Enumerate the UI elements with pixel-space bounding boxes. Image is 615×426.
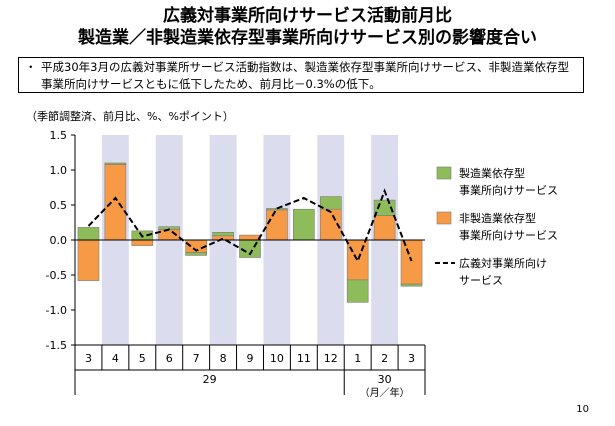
bar-non-manufacturing [104,164,127,241]
bar-non-manufacturing [373,215,396,241]
x-tick-label: 4 [112,352,119,365]
y-tick-label: 0.5 [50,199,68,212]
bar-manufacturing [400,283,423,287]
legend-label: 事業所向けサービス [459,228,558,242]
x-tick-label: 6 [166,352,173,365]
note-text: 平成30年3月の広義対事業所サービス活動指数は、製造業依存型事業所向けサービス、… [41,60,569,91]
y-tick-label: 1.5 [50,129,68,142]
x-tick-label: 11 [297,352,311,365]
x-tick-label: 9 [247,352,254,365]
legend-label: 広義対事業所向け [459,256,547,270]
y-tick-label: 1.0 [50,164,68,177]
summary-note-box: ・ 平成30年3月の広義対事業所サービス活動指数は、製造業依存型事業所向けサービ… [18,57,584,93]
bar-manufacturing [319,196,342,210]
bar-manufacturing [77,227,100,241]
x-tick-label: 7 [193,352,200,365]
bar-manufacturing [185,252,207,256]
legend-label: 非製造業依存型 [459,211,536,225]
bar-manufacturing [212,232,234,237]
x-tick-label: 8 [220,352,227,365]
x-unit-label: （月／年） [360,386,410,399]
bar-non-manufacturing [266,209,288,241]
bar-non-manufacturing [346,239,369,281]
x-tick-label: 1 [354,352,361,365]
legend-label: 事業所向けサービス [459,183,558,197]
unit-label: （季節調整済、前月比、%、%ポイント） [26,110,234,123]
bar-non-manufacturing [77,239,100,281]
chart-title-line1: 広義対事業所向けサービス活動前月比 [163,6,452,26]
legend-swatch-manufacturing [436,166,452,180]
bar-manufacturing [104,162,127,165]
bar-manufacturing [266,208,288,211]
year-label: 29 [203,373,217,386]
x-tick-label: 5 [139,352,146,365]
y-tick-label: 0.0 [50,234,68,247]
x-tick-label: 12 [324,352,338,365]
bar-manufacturing [293,208,315,241]
bar-manufacturing [346,279,369,303]
legend-label: 製造業依存型 [459,166,525,180]
x-tick-label: 10 [270,352,284,365]
legend-label: サービス [459,274,503,287]
series-line-total [87,188,413,264]
bar-non-manufacturing [131,239,154,246]
bar-non-manufacturing [400,239,423,285]
chart-title-line2: 製造業／非製造業依存型事業所向けサービス別の影響度合い [78,28,537,48]
y-tick-label: -0.5 [46,269,67,282]
legend-swatch-non-manufacturing [436,211,452,225]
x-tick-label: 2 [381,352,388,365]
bar-non-manufacturing [239,234,261,241]
x-tick-label: 3 [85,352,92,365]
note-bullet: ・ [25,60,37,74]
x-tick-label: 3 [408,352,415,365]
y-tick-label: -1.0 [46,304,67,317]
page-number: 10 [576,404,589,415]
year-label: 30 [378,373,392,386]
y-tick-label: -1.5 [46,339,67,352]
